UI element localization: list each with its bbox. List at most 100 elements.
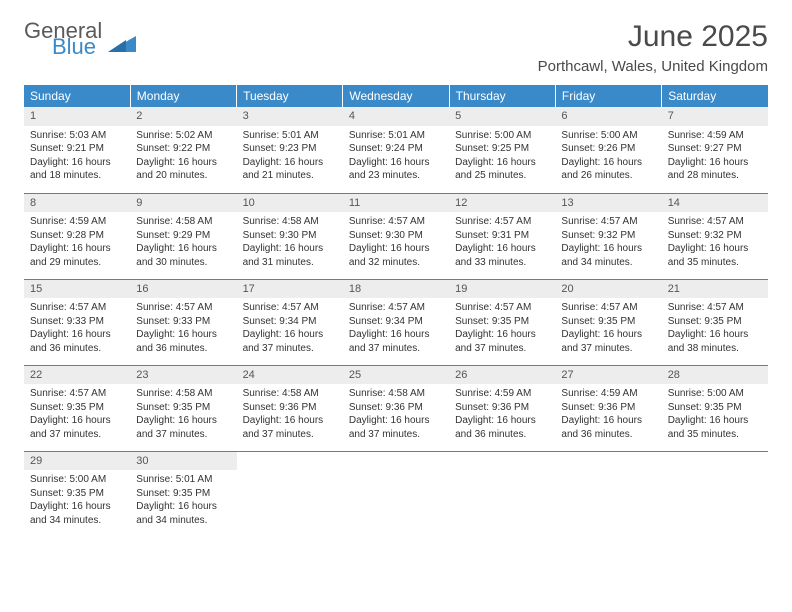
day-header: Sunday xyxy=(24,85,130,107)
daylight-line: Daylight: 16 hours and 34 minutes. xyxy=(136,500,230,527)
sunrise-line: Sunrise: 4:57 AM xyxy=(243,301,337,315)
sunrise-line: Sunrise: 4:57 AM xyxy=(349,215,443,229)
sunset-line: Sunset: 9:33 PM xyxy=(136,315,230,329)
sunrise-line: Sunrise: 4:58 AM xyxy=(136,215,230,229)
day-number: 12 xyxy=(449,194,555,213)
day-cell: 21Sunrise: 4:57 AMSunset: 9:35 PMDayligh… xyxy=(662,279,768,365)
daylight-line: Daylight: 16 hours and 37 minutes. xyxy=(349,328,443,355)
week-row: 15Sunrise: 4:57 AMSunset: 9:33 PMDayligh… xyxy=(24,279,768,365)
sunrise-line: Sunrise: 4:57 AM xyxy=(455,301,549,315)
day-cell: 20Sunrise: 4:57 AMSunset: 9:35 PMDayligh… xyxy=(555,279,661,365)
sunset-line: Sunset: 9:27 PM xyxy=(668,142,762,156)
day-number: 10 xyxy=(237,194,343,213)
sunrise-line: Sunrise: 4:59 AM xyxy=(668,129,762,143)
day-cell: 29Sunrise: 5:00 AMSunset: 9:35 PMDayligh… xyxy=(24,451,130,537)
week-row: 29Sunrise: 5:00 AMSunset: 9:35 PMDayligh… xyxy=(24,451,768,537)
sunset-line: Sunset: 9:34 PM xyxy=(349,315,443,329)
day-cell: 5Sunrise: 5:00 AMSunset: 9:25 PMDaylight… xyxy=(449,107,555,193)
sunrise-line: Sunrise: 5:00 AM xyxy=(668,387,762,401)
sunset-line: Sunset: 9:24 PM xyxy=(349,142,443,156)
sunrise-line: Sunrise: 5:00 AM xyxy=(561,129,655,143)
day-cell: 25Sunrise: 4:58 AMSunset: 9:36 PMDayligh… xyxy=(343,365,449,451)
daylight-line: Daylight: 16 hours and 23 minutes. xyxy=(349,156,443,183)
sunset-line: Sunset: 9:23 PM xyxy=(243,142,337,156)
daylight-line: Daylight: 16 hours and 36 minutes. xyxy=(455,414,549,441)
daylight-line: Daylight: 16 hours and 26 minutes. xyxy=(561,156,655,183)
day-number: 3 xyxy=(237,107,343,126)
day-cell: 23Sunrise: 4:58 AMSunset: 9:35 PMDayligh… xyxy=(130,365,236,451)
sunrise-line: Sunrise: 5:02 AM xyxy=(136,129,230,143)
day-number: 5 xyxy=(449,107,555,126)
day-header: Friday xyxy=(555,85,661,107)
day-number: 11 xyxy=(343,194,449,213)
daylight-line: Daylight: 16 hours and 37 minutes. xyxy=(136,414,230,441)
day-header: Saturday xyxy=(662,85,768,107)
daylight-line: Daylight: 16 hours and 37 minutes. xyxy=(243,414,337,441)
sunset-line: Sunset: 9:32 PM xyxy=(668,229,762,243)
day-cell: 26Sunrise: 4:59 AMSunset: 9:36 PMDayligh… xyxy=(449,365,555,451)
daylight-line: Daylight: 16 hours and 35 minutes. xyxy=(668,242,762,269)
day-cell: 8Sunrise: 4:59 AMSunset: 9:28 PMDaylight… xyxy=(24,193,130,279)
day-number: 13 xyxy=(555,194,661,213)
sunrise-line: Sunrise: 4:59 AM xyxy=(30,215,124,229)
day-cell xyxy=(343,451,449,537)
day-cell xyxy=(555,451,661,537)
day-cell: 6Sunrise: 5:00 AMSunset: 9:26 PMDaylight… xyxy=(555,107,661,193)
sunrise-line: Sunrise: 4:58 AM xyxy=(136,387,230,401)
day-number: 8 xyxy=(24,194,130,213)
day-cell: 22Sunrise: 4:57 AMSunset: 9:35 PMDayligh… xyxy=(24,365,130,451)
daylight-line: Daylight: 16 hours and 36 minutes. xyxy=(561,414,655,441)
day-number: 19 xyxy=(449,280,555,299)
day-cell: 27Sunrise: 4:59 AMSunset: 9:36 PMDayligh… xyxy=(555,365,661,451)
day-cell xyxy=(237,451,343,537)
day-cell: 7Sunrise: 4:59 AMSunset: 9:27 PMDaylight… xyxy=(662,107,768,193)
day-number: 1 xyxy=(24,107,130,126)
daylight-line: Daylight: 16 hours and 34 minutes. xyxy=(561,242,655,269)
daylight-line: Daylight: 16 hours and 35 minutes. xyxy=(668,414,762,441)
sunset-line: Sunset: 9:35 PM xyxy=(30,487,124,501)
day-cell: 15Sunrise: 4:57 AMSunset: 9:33 PMDayligh… xyxy=(24,279,130,365)
daylight-line: Daylight: 16 hours and 36 minutes. xyxy=(136,328,230,355)
sunrise-line: Sunrise: 4:57 AM xyxy=(136,301,230,315)
day-number: 4 xyxy=(343,107,449,126)
day-cell xyxy=(662,451,768,537)
sunset-line: Sunset: 9:25 PM xyxy=(455,142,549,156)
daylight-line: Daylight: 16 hours and 32 minutes. xyxy=(349,242,443,269)
daylight-line: Daylight: 16 hours and 31 minutes. xyxy=(243,242,337,269)
daylight-line: Daylight: 16 hours and 34 minutes. xyxy=(30,500,124,527)
day-number: 9 xyxy=(130,194,236,213)
day-number: 27 xyxy=(555,366,661,385)
sunset-line: Sunset: 9:22 PM xyxy=(136,142,230,156)
day-cell: 2Sunrise: 5:02 AMSunset: 9:22 PMDaylight… xyxy=(130,107,236,193)
sunset-line: Sunset: 9:35 PM xyxy=(30,401,124,415)
day-number: 25 xyxy=(343,366,449,385)
calendar-table: Sunday Monday Tuesday Wednesday Thursday… xyxy=(24,85,768,537)
sunrise-line: Sunrise: 4:57 AM xyxy=(561,301,655,315)
day-number: 26 xyxy=(449,366,555,385)
sunset-line: Sunset: 9:36 PM xyxy=(455,401,549,415)
daylight-line: Daylight: 16 hours and 37 minutes. xyxy=(30,414,124,441)
month-title: June 2025 xyxy=(538,20,768,54)
sunset-line: Sunset: 9:34 PM xyxy=(243,315,337,329)
sunset-line: Sunset: 9:28 PM xyxy=(30,229,124,243)
day-number: 17 xyxy=(237,280,343,299)
sunset-line: Sunset: 9:33 PM xyxy=(30,315,124,329)
location: Porthcawl, Wales, United Kingdom xyxy=(538,58,768,75)
day-cell: 28Sunrise: 5:00 AMSunset: 9:35 PMDayligh… xyxy=(662,365,768,451)
day-cell: 12Sunrise: 4:57 AMSunset: 9:31 PMDayligh… xyxy=(449,193,555,279)
daylight-line: Daylight: 16 hours and 18 minutes. xyxy=(30,156,124,183)
day-number: 21 xyxy=(662,280,768,299)
day-cell: 19Sunrise: 4:57 AMSunset: 9:35 PMDayligh… xyxy=(449,279,555,365)
day-cell: 1Sunrise: 5:03 AMSunset: 9:21 PMDaylight… xyxy=(24,107,130,193)
sunset-line: Sunset: 9:35 PM xyxy=(668,315,762,329)
sunset-line: Sunset: 9:36 PM xyxy=(349,401,443,415)
day-cell: 9Sunrise: 4:58 AMSunset: 9:29 PMDaylight… xyxy=(130,193,236,279)
day-cell: 4Sunrise: 5:01 AMSunset: 9:24 PMDaylight… xyxy=(343,107,449,193)
logo: General Blue xyxy=(24,20,136,58)
sunset-line: Sunset: 9:26 PM xyxy=(561,142,655,156)
sunset-line: Sunset: 9:21 PM xyxy=(30,142,124,156)
sunrise-line: Sunrise: 4:57 AM xyxy=(561,215,655,229)
sunset-line: Sunset: 9:30 PM xyxy=(349,229,443,243)
sunrise-line: Sunrise: 4:57 AM xyxy=(455,215,549,229)
daylight-line: Daylight: 16 hours and 37 minutes. xyxy=(243,328,337,355)
